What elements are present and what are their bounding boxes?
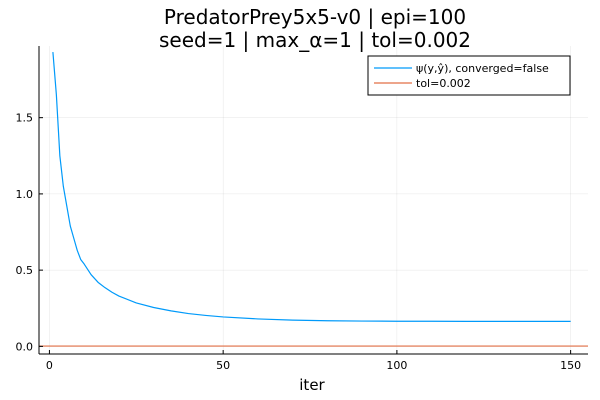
y-tick-label-0: 0.0 — [16, 340, 34, 353]
series-line-0 — [52, 52, 571, 322]
grid-lines — [39, 46, 588, 354]
y-tick-label-3: 1.5 — [16, 112, 34, 125]
y-tick-label-1: 0.5 — [16, 264, 34, 277]
chart-title-line2: seed=1 | max_α=1 | tol=0.002 — [159, 28, 471, 52]
x-axis-label: iter — [299, 376, 325, 394]
plot-series — [39, 52, 588, 347]
legend-label-tol: tol=0.002 — [416, 77, 471, 90]
chart-title-line1: PredatorPrey5x5-v0 | epi=100 — [164, 5, 466, 29]
x-tick-label-0: 0 — [46, 359, 53, 372]
y-tick-label-2: 1.0 — [16, 188, 34, 201]
legend-label-psi: ψ(y,ŷ), converged=false — [416, 62, 549, 75]
legend: ψ(y,ŷ), converged=false tol=0.002 — [367, 55, 571, 96]
x-tick-label-3: 150 — [560, 359, 581, 372]
x-tick-label-1: 50 — [216, 359, 230, 372]
axes — [38, 46, 588, 355]
x-tick-label-2: 100 — [386, 359, 407, 372]
tick-labels: 0 50 100 150 0.0 0.5 1.0 1.5 — [16, 112, 582, 372]
legend-box — [367, 55, 571, 96]
